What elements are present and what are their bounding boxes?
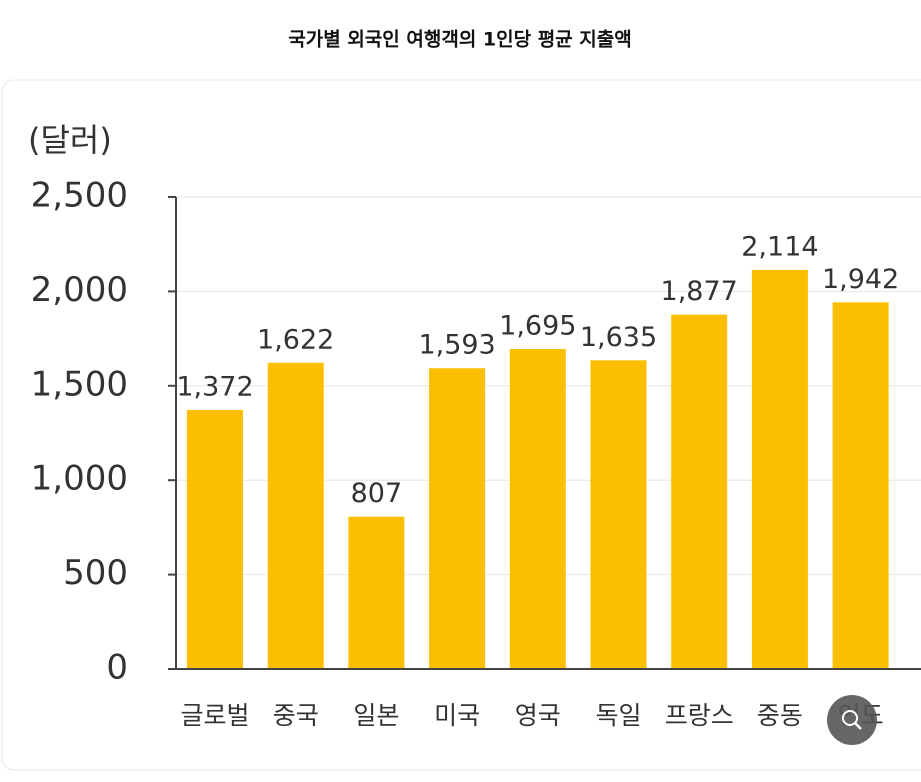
value-label: 1,635: [580, 322, 657, 353]
zoom-lens: [842, 710, 858, 726]
value-label: 1,877: [661, 276, 738, 307]
bar: [590, 360, 647, 669]
bar: [348, 516, 405, 669]
bar: [751, 269, 808, 669]
value-label: 1,593: [418, 330, 495, 361]
value-label: 1,695: [499, 310, 576, 341]
zoom-bg: [827, 695, 877, 745]
y-tick-label: 1,500: [31, 364, 128, 404]
x-tick-label: 중동: [757, 701, 803, 730]
x-tick-label: 영국: [515, 701, 561, 730]
value-label: 2,114: [741, 231, 818, 262]
plot: 0 500 1,000 1,500 2,000 2,500 1,372 글로벌 1,622 중국 8…: [31, 176, 921, 745]
x-tick-label: 프랑스: [665, 701, 734, 730]
zoom-button[interactable]: [827, 695, 877, 745]
bar: [187, 409, 243, 669]
y-tick-label: 2,000: [31, 270, 128, 310]
x-tick-label: 독일: [595, 701, 641, 730]
zoom-handle: [854, 722, 862, 730]
bar: [267, 362, 324, 669]
value-label: 807: [351, 478, 403, 509]
value-label: 1,942: [822, 264, 899, 295]
bar: [429, 368, 486, 669]
chart-title: 국가별 외국인 여행객의 1인당 평균 지출액: [288, 29, 631, 51]
y-tick-label: 2,500: [31, 176, 128, 216]
value-label: 1,372: [176, 371, 253, 402]
y-tick-label: 0: [106, 648, 128, 688]
y-axis-label: (달러): [28, 121, 112, 159]
value-label: 1,622: [257, 324, 334, 355]
y-tick-label: 500: [63, 553, 128, 593]
y-tick-label: 1,000: [31, 459, 128, 499]
bar: [509, 348, 566, 669]
bar: [671, 314, 728, 669]
x-tick-label: 중국: [273, 701, 319, 730]
x-tick-label: 일본: [353, 701, 399, 730]
bar: [832, 302, 889, 669]
x-tick-label: 미국: [434, 701, 480, 730]
x-tick-label: 글로벌: [180, 701, 249, 730]
